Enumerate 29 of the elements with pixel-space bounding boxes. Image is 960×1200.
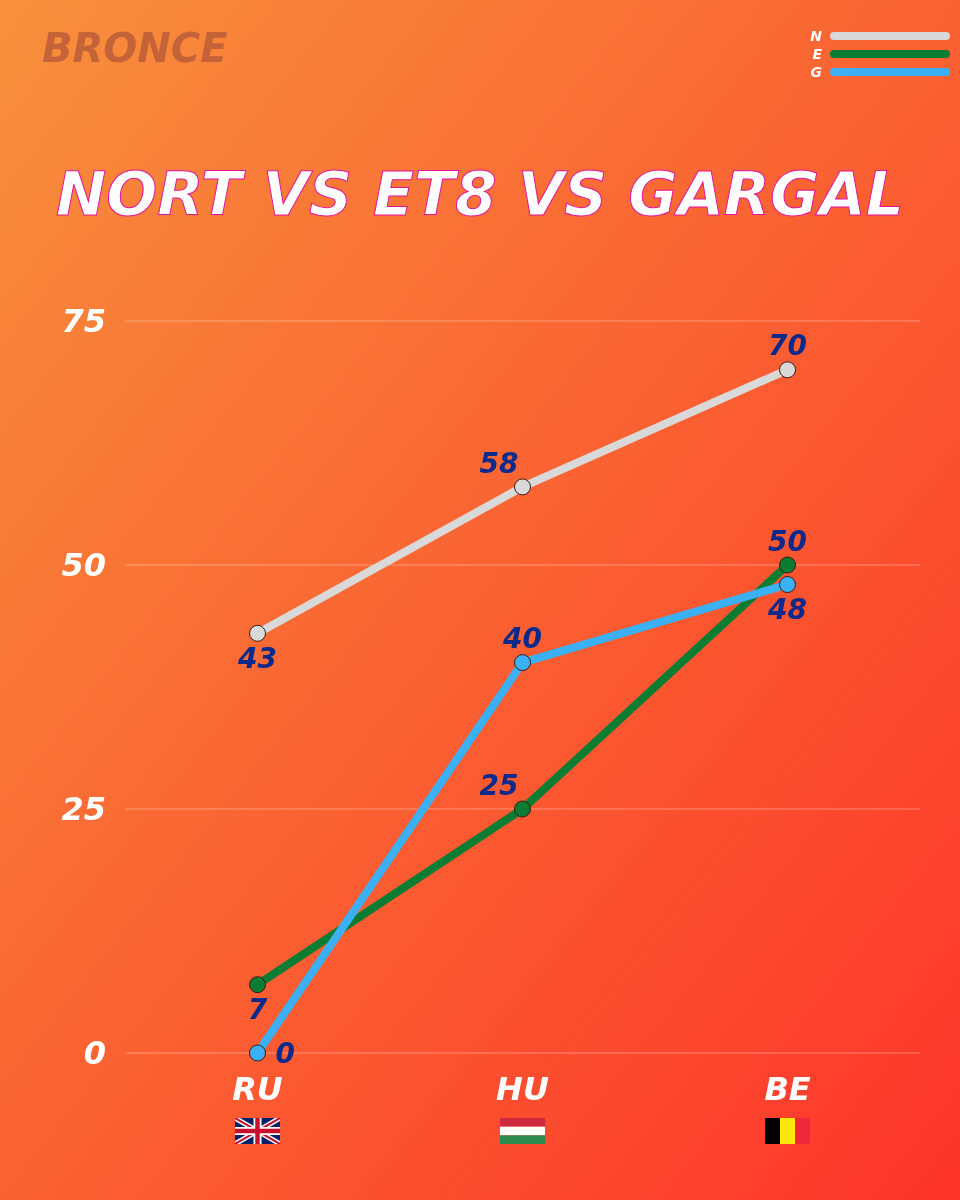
y-tick-label: 75 [61,302,106,340]
x-tick-label: HU [496,1070,549,1108]
data-label: 70 [768,328,807,362]
point [779,576,796,593]
y-tick-label: 0 [83,1034,106,1072]
data-label: 7 [247,992,268,1026]
x-tick-label: BE [764,1070,811,1108]
data-label: 58 [479,446,519,480]
y-tick-label: 50 [61,546,106,584]
text: N [810,28,823,44]
point [514,478,531,496]
point [249,976,266,994]
point [514,800,531,818]
y-tick-label: 25 [61,790,106,828]
point [249,624,266,642]
x-tick-label: RU [232,1070,283,1108]
data-label: 43 [237,641,277,675]
chart-title: NORT VS ET8 VS GARGAL [56,159,904,229]
point [779,361,796,379]
point [249,1044,266,1062]
data-label: 0 [275,1036,296,1070]
data-label: 25 [479,768,519,802]
point [514,654,531,672]
data-label: 48 [767,592,807,626]
point [779,556,796,574]
text: G [810,64,822,80]
data-label: 50 [768,524,807,558]
text: E [812,46,823,62]
data-label: 40 [502,621,542,655]
